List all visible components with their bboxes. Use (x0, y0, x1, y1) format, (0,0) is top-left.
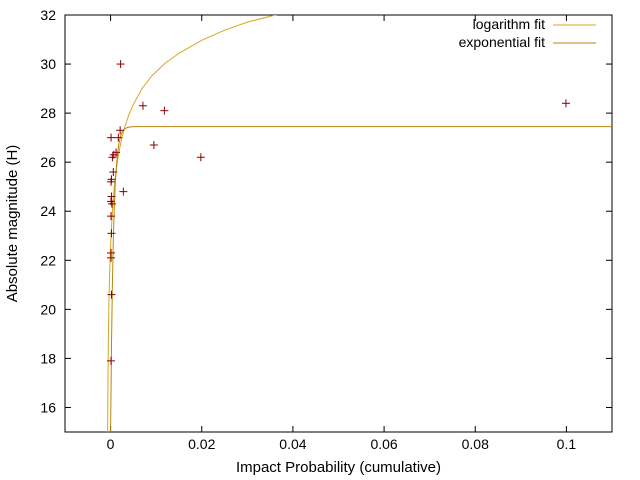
y-tick-labels: 16 18 20 22 24 26 28 30 32 (40, 7, 56, 415)
y-tick-label: 32 (40, 7, 56, 23)
data-point (107, 192, 116, 201)
legend-label-exponential-fit: exponential fit (459, 34, 546, 50)
y-tick-label: 24 (40, 203, 56, 219)
scatter-points (107, 60, 570, 365)
legend-label-logarithm-fit: logarithm fit (473, 16, 545, 32)
series-line-logarithm-fit (107, 15, 278, 432)
y-tick-label: 30 (40, 56, 56, 72)
data-point (116, 126, 125, 135)
fit-lines (107, 15, 612, 432)
data-point (109, 167, 118, 176)
data-point (116, 60, 125, 69)
data-point (107, 229, 116, 238)
y-tick-label: 16 (40, 399, 56, 415)
x-tick-label: 0.08 (462, 436, 489, 452)
x-tick-label: 0.02 (188, 436, 215, 452)
y-tick-label: 28 (40, 105, 56, 121)
data-point (196, 153, 205, 162)
data-point (119, 187, 128, 196)
data-point (114, 133, 123, 142)
y-tick-label: 26 (40, 154, 56, 170)
tick-marks (65, 14, 612, 432)
data-point (107, 175, 116, 184)
x-tick-label: 0.04 (279, 436, 306, 452)
data-point (112, 148, 121, 157)
data-point (107, 248, 116, 257)
x-tick-label: 0.1 (557, 436, 577, 452)
x-tick-label: 0.06 (370, 436, 397, 452)
y-axis-label: Absolute magnitude (H) (4, 145, 21, 303)
data-point (561, 99, 570, 108)
plot-frame (64, 14, 613, 433)
data-point (138, 101, 147, 110)
x-tick-label: 0 (107, 436, 115, 452)
x-axis-label: Impact Probability (cumulative) (236, 459, 441, 476)
data-point (149, 141, 158, 150)
y-tick-label: 22 (40, 252, 56, 268)
series-line-exponential-fit (110, 126, 612, 432)
x-tick-labels: 0 0.02 0.04 0.06 0.08 0.1 (107, 436, 577, 452)
y-tick-label: 18 (40, 350, 56, 366)
data-point (160, 106, 169, 115)
y-tick-label: 20 (40, 301, 56, 317)
plot-area: 0 0.02 0.04 0.06 0.08 0.1 16 18 20 22 24 26 28 30 32 (40, 7, 613, 452)
data-point (107, 133, 116, 142)
data-point (107, 356, 116, 365)
data-point (107, 290, 116, 299)
data-point (107, 212, 116, 221)
legend: logarithm fit exponential fit (459, 16, 596, 50)
